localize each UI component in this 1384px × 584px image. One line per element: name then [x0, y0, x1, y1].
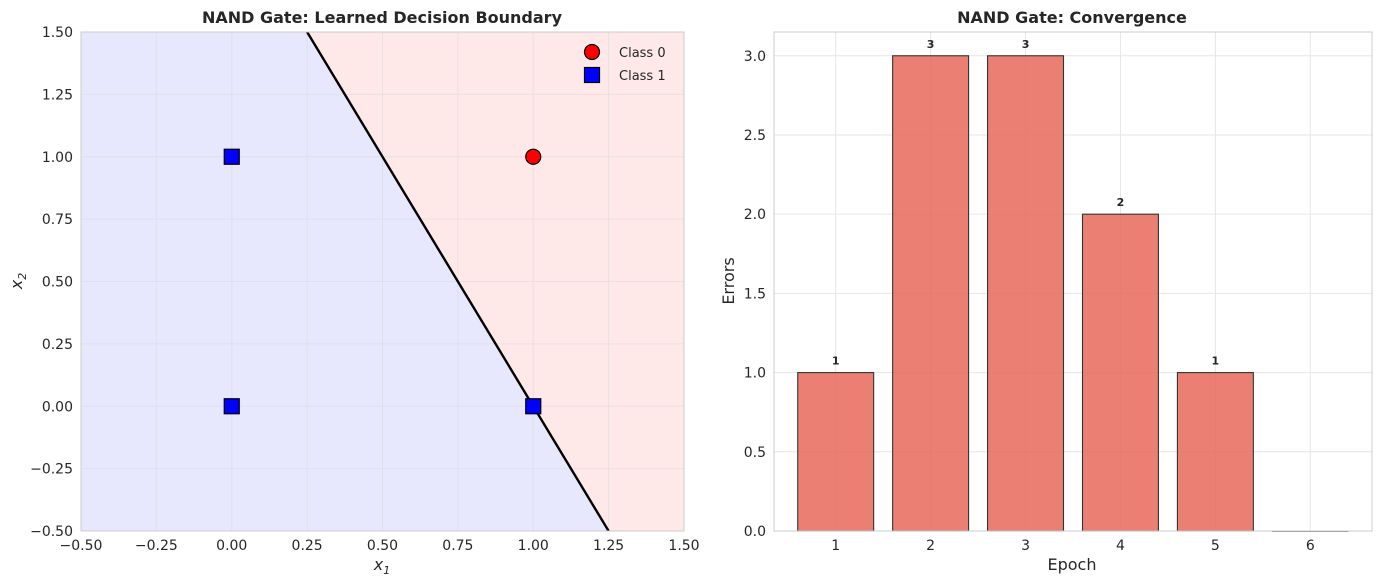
bar-epoch-1 — [797, 372, 875, 532]
left-x-axis-label: x1 — [373, 555, 390, 577]
y-tick-label: 0.0 — [744, 524, 766, 540]
x-tick-label: 0.75 — [442, 538, 473, 554]
bar-epoch-4 — [1081, 213, 1159, 532]
y-tick-label: 0.75 — [42, 212, 73, 228]
right-x-axis-label: Epoch — [1048, 555, 1097, 574]
x-tick-label: 1.25 — [593, 538, 624, 554]
legend-marker-class-0 — [583, 43, 601, 61]
right-y-tick-labels: 0.0 0.5 1.0 1.5 2.0 2.5 3.0 — [744, 49, 766, 540]
y-tick-label: 2.5 — [744, 128, 766, 144]
right-x-tick-labels: 1 2 3 4 5 6 — [831, 538, 1315, 554]
x-tick-label: 4 — [1116, 538, 1125, 554]
y-tick-label: 0.50 — [42, 275, 73, 291]
x-tick-label: 0.25 — [292, 538, 323, 554]
x-tick-label: 2 — [926, 538, 935, 554]
class-1-point — [223, 398, 240, 415]
legend: Class 0 Class 1 — [583, 43, 666, 84]
error-bars: 1 3 3 2 1 — [797, 38, 1349, 532]
left-chart-title: NAND Gate: Learned Decision Boundary — [202, 8, 563, 27]
y-tick-label: 1.50 — [42, 25, 73, 41]
right-y-axis-label: Errors — [719, 257, 738, 304]
y-tick-label: 2.0 — [744, 207, 766, 223]
bar-value-label: 1 — [832, 355, 840, 368]
legend-marker-class-1 — [583, 66, 601, 84]
legend-label: Class 0 — [619, 46, 666, 61]
left-y-tick-labels: −0.50 −0.25 0.00 0.25 0.50 0.75 1.00 1.25 1.50 — [30, 25, 73, 540]
decision-boundary-chart: NAND Gate: Learned Decision Boundary −0.… — [7, 8, 700, 577]
x-tick-label: 1.00 — [518, 538, 549, 554]
y-tick-label: 0.00 — [42, 399, 73, 415]
y-tick-label: 3.0 — [744, 49, 766, 65]
left-y-axis-label: x2 — [7, 273, 29, 290]
x-tick-label: −0.25 — [135, 538, 178, 554]
bar-epoch-2 — [892, 55, 970, 532]
class-0-point — [525, 148, 542, 165]
bar-value-label: 3 — [927, 38, 935, 51]
x-tick-label: 0.00 — [216, 538, 247, 554]
x-tick-label: 1 — [831, 538, 840, 554]
right-plot-frame — [773, 31, 1373, 532]
left-x-tick-labels: −0.50 −0.25 0.00 0.25 0.50 0.75 1.00 1.25 1.50 — [60, 538, 700, 554]
y-tick-label: 1.0 — [744, 366, 766, 382]
bar-value-label: 3 — [1022, 38, 1030, 51]
bar-value-label: 1 — [1212, 355, 1220, 368]
bar-value-label: 2 — [1117, 196, 1125, 209]
x-tick-label: 6 — [1306, 538, 1315, 554]
y-tick-label: −0.25 — [30, 462, 73, 478]
y-tick-label: 1.5 — [744, 286, 766, 302]
x-tick-label: 0.50 — [367, 538, 398, 554]
y-tick-label: 1.25 — [42, 87, 73, 103]
legend-label: Class 1 — [619, 69, 666, 84]
left-plot-frame — [80, 31, 685, 532]
class-1-point — [223, 148, 240, 165]
right-chart-title: NAND Gate: Convergence — [957, 8, 1187, 27]
scatter-points — [223, 148, 542, 415]
bar-epoch-3 — [987, 55, 1065, 532]
y-tick-label: 0.25 — [42, 337, 73, 353]
boundary-layer — [306, 32, 610, 531]
x-tick-label: 5 — [1211, 538, 1220, 554]
decision-boundary-line — [306, 32, 610, 531]
bar-epoch-5 — [1176, 372, 1254, 532]
x-tick-label: 3 — [1021, 538, 1030, 554]
y-tick-label: −0.50 — [30, 524, 73, 540]
x-tick-label: 1.50 — [668, 538, 699, 554]
class-1-point — [525, 398, 542, 415]
y-tick-label: 1.00 — [42, 150, 73, 166]
x-tick-label: −0.50 — [60, 538, 103, 554]
y-tick-label: 0.5 — [744, 445, 766, 461]
